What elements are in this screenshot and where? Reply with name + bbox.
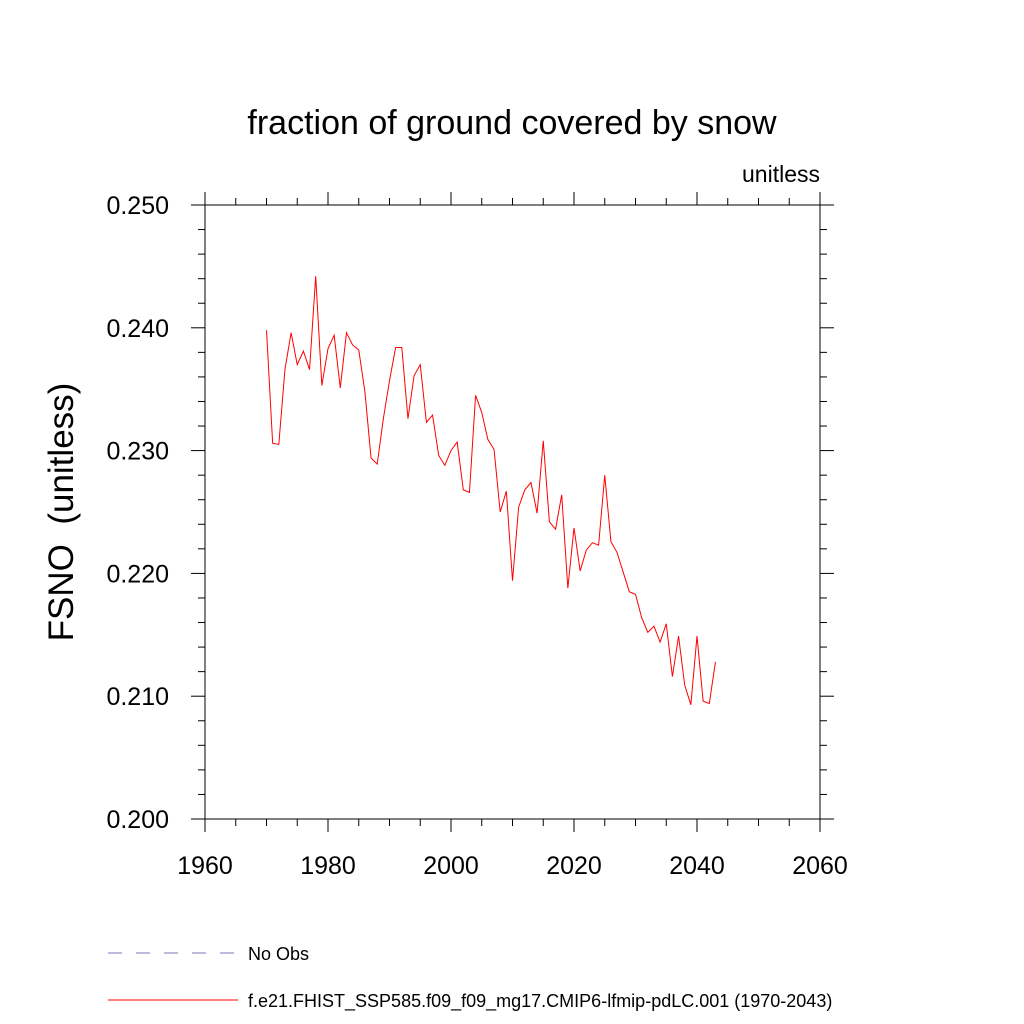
x-tick-label: 1960	[177, 852, 233, 880]
chart-title: fraction of ground covered by snow	[247, 104, 777, 142]
y-tick-label: 0.220	[106, 560, 169, 588]
y-tick-label: 0.200	[106, 806, 169, 834]
fsno-series-line	[266, 276, 716, 705]
x-tick-label: 2000	[423, 852, 479, 880]
y-tick-label: 0.250	[106, 192, 169, 220]
plot-frame	[204, 204, 821, 820]
units-label: unitless	[742, 161, 820, 187]
x-tick-label: 1980	[300, 852, 356, 880]
x-tick-label: 2020	[546, 852, 602, 880]
y-tick-label: 0.230	[106, 438, 169, 466]
x-tick-label: 2060	[792, 852, 848, 880]
legend-series-label: f.e21.FHIST_SSP585.f09_f09_mg17.CMIP6-lf…	[248, 991, 832, 1012]
y-tick-label: 0.240	[106, 315, 169, 343]
legend-no-obs-label: No Obs	[248, 944, 309, 964]
x-tick-label: 2040	[669, 852, 725, 880]
y-tick-label: 0.210	[106, 683, 169, 711]
